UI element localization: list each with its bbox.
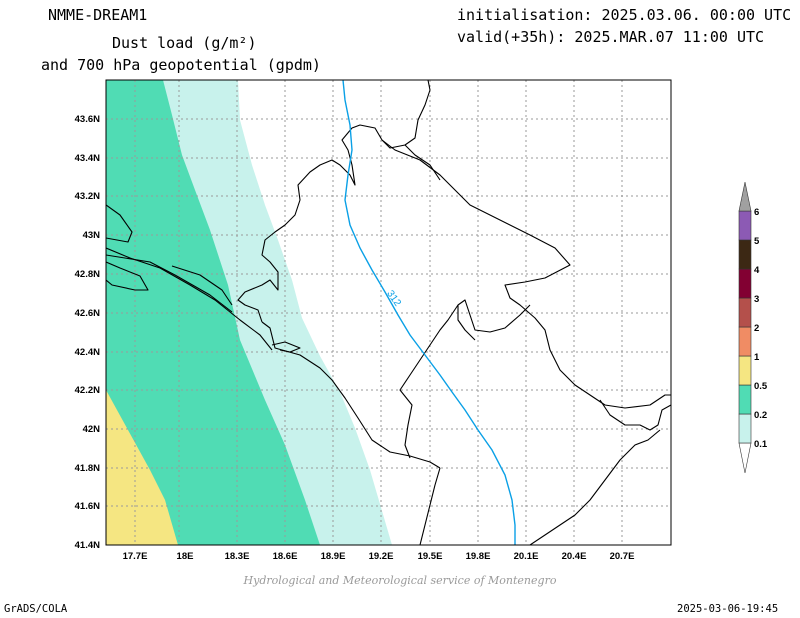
colorbar-segment-3: [738, 268, 752, 299]
lat-label: 41.4N: [75, 540, 100, 551]
lon-label: 19.2E: [369, 551, 394, 562]
lat-label: 42.4N: [75, 347, 100, 358]
colorbar-label: 0.1: [754, 439, 768, 450]
geopotential-contour-label: 312: [384, 289, 403, 309]
lat-label: 41.8N: [75, 463, 100, 474]
colorbar-label: 1: [754, 352, 760, 363]
colorbar-label: 4: [754, 265, 760, 276]
lat-label: 43.2N: [75, 191, 100, 202]
colorbar-segment-2: [738, 297, 752, 328]
generation-timestamp: 2025-03-06-19:45: [677, 603, 779, 615]
lat-label: 41.6N: [75, 501, 100, 512]
colorbar-label: 0.5: [754, 381, 768, 392]
lat-label: 42.6N: [75, 308, 100, 319]
colorbar-segment-0-1: [738, 413, 752, 444]
lat-label: 42N: [83, 424, 101, 435]
colorbar-segment-1: [738, 326, 752, 357]
graticule: [106, 80, 671, 545]
latitude-labels: 43.6N 43.4N 43.2N 43N 42.8N 42.6N 42.4N …: [75, 114, 100, 551]
lon-label: 20.7E: [610, 551, 635, 562]
colorbar-segment-0-2: [738, 384, 752, 415]
lon-label: 18.9E: [321, 551, 346, 562]
lon-label: 18.3E: [225, 551, 250, 562]
lon-label: 19.5E: [418, 551, 443, 562]
software-label: GrADS/COLA: [4, 603, 68, 615]
credit-text: Hydrological and Meteorological service …: [243, 574, 557, 587]
lat-label: 43N: [83, 230, 101, 241]
lon-label: 20.4E: [562, 551, 587, 562]
colorbar-label: 2: [754, 323, 759, 334]
init-time: initialisation: 2025.03.06. 00:00 UTC: [457, 6, 792, 24]
colorbar-segment-0-5: [738, 355, 752, 386]
lon-label: 19.8E: [466, 551, 491, 562]
longitude-labels: 17.7E 18E 18.3E 18.6E 18.9E 19.2E 19.5E …: [123, 551, 635, 562]
valid-time: valid(+35h): 2025.MAR.07 11:00 UTC: [457, 28, 765, 46]
geopotential-contour-line: [342, 80, 516, 545]
model-name: NMME-DREAM1: [48, 6, 148, 24]
map-frame: [105, 79, 672, 546]
map-area: 312: [106, 80, 671, 545]
lon-label: 18.6E: [273, 551, 298, 562]
map-title-line1: Dust load (g/m²): [112, 34, 257, 52]
colorbar-segment-4: [738, 239, 752, 270]
coastlines-borders: [106, 80, 671, 545]
colorbar-label: 6: [754, 207, 759, 218]
colorbar-top-arrow: [738, 181, 752, 212]
lat-label: 43.6N: [75, 114, 100, 125]
colorbar-labels: 0.1 0.2 0.5 1 2 3 4 5 6: [754, 207, 768, 450]
lon-label: 17.7E: [123, 551, 148, 562]
lat-label: 42.8N: [75, 269, 100, 280]
colorbar: [738, 181, 752, 474]
lat-label: 43.4N: [75, 153, 100, 164]
colorbar-label: 3: [754, 294, 759, 305]
colorbar-segment-5: [738, 210, 752, 241]
lon-label: 18E: [177, 551, 194, 562]
colorbar-bottom-arrow: [738, 442, 752, 474]
lon-label: 20.1E: [514, 551, 539, 562]
lat-label: 42.2N: [75, 385, 100, 396]
colorbar-label: 5: [754, 236, 760, 247]
map-title-line2: and 700 hPa geopotential (gpdm): [41, 56, 321, 74]
colorbar-label: 0.2: [754, 410, 767, 421]
